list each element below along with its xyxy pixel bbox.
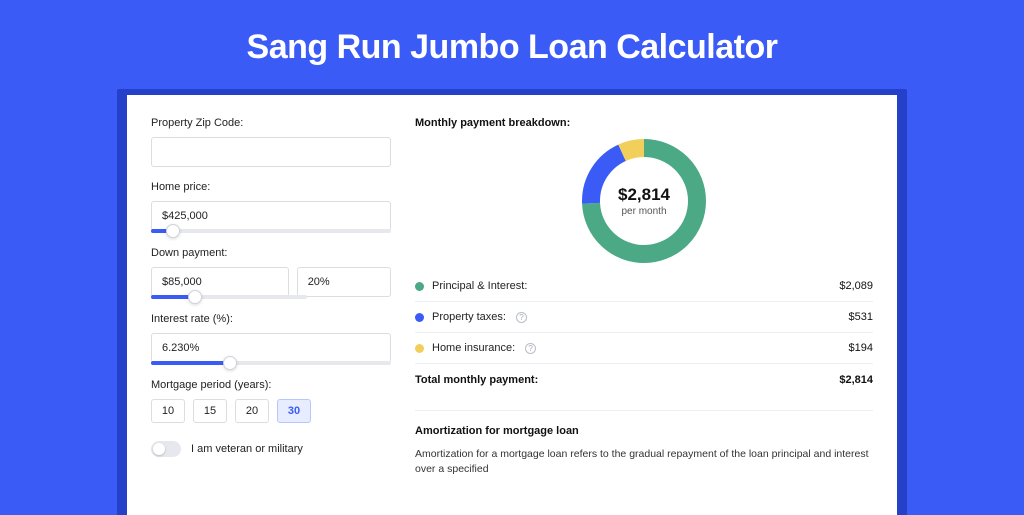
legend-value: $2,089 (839, 280, 873, 292)
interest-rate-field: Interest rate (%): (151, 313, 391, 365)
amortization-title: Amortization for mortgage loan (415, 425, 873, 437)
legend: Principal & Interest: $2,089 Property taxe… (415, 271, 873, 363)
donut-wrap: $2,814 per month (415, 133, 873, 271)
amortization-section: Amortization for mortgage loan Amortizat… (415, 410, 873, 477)
page-title: Sang Run Jumbo Loan Calculator (0, 28, 1024, 67)
mortgage-period-options: 10 15 20 30 (151, 399, 391, 423)
breakdown-column: Monthly payment breakdown: $2,814 per mo… (415, 117, 873, 515)
legend-dot (415, 282, 424, 291)
veteran-label: I am veteran or military (191, 443, 303, 455)
veteran-row: I am veteran or military (151, 441, 391, 457)
legend-label: Principal & Interest: (432, 280, 527, 292)
mortgage-period-label: Mortgage period (years): (151, 379, 391, 391)
legend-label: Property taxes: (432, 311, 506, 323)
interest-rate-label: Interest rate (%): (151, 313, 391, 325)
calculator-panel: Property Zip Code: Home price: Down paym… (127, 95, 897, 515)
zip-input[interactable] (151, 137, 391, 167)
donut-sub: per month (621, 206, 666, 217)
legend-value: $194 (849, 342, 873, 354)
mortgage-period-field: Mortgage period (years): 10 15 20 30 (151, 379, 391, 423)
down-payment-amount-input[interactable] (151, 267, 289, 297)
donut-amount: $2,814 (618, 185, 670, 205)
total-label: Total monthly payment: (415, 374, 538, 386)
home-price-label: Home price: (151, 181, 391, 193)
form-column: Property Zip Code: Home price: Down paym… (151, 117, 391, 515)
interest-rate-input[interactable] (151, 333, 391, 363)
interest-rate-slider[interactable] (151, 361, 391, 365)
home-price-slider[interactable] (151, 229, 391, 233)
donut-chart: $2,814 per month (582, 139, 706, 263)
home-price-input[interactable] (151, 201, 391, 231)
zip-label: Property Zip Code: (151, 117, 391, 129)
amortization-text: Amortization for a mortgage loan refers … (415, 447, 873, 477)
legend-row: Home insurance:? $194 (415, 332, 873, 363)
info-icon[interactable]: ? (516, 312, 527, 323)
down-payment-slider[interactable] (151, 295, 307, 299)
veteran-toggle[interactable] (151, 441, 181, 457)
legend-row: Property taxes:? $531 (415, 301, 873, 332)
panel-shadow: Property Zip Code: Home price: Down paym… (117, 89, 907, 515)
legend-value: $531 (849, 311, 873, 323)
info-icon[interactable]: ? (525, 343, 536, 354)
down-payment-field: Down payment: (151, 247, 391, 299)
period-button-30[interactable]: 30 (277, 399, 311, 423)
period-button-20[interactable]: 20 (235, 399, 269, 423)
legend-dot (415, 313, 424, 322)
zip-field: Property Zip Code: (151, 117, 391, 167)
home-price-field: Home price: (151, 181, 391, 233)
breakdown-title: Monthly payment breakdown: (415, 117, 873, 129)
period-button-10[interactable]: 10 (151, 399, 185, 423)
legend-dot (415, 344, 424, 353)
total-value: $2,814 (839, 374, 873, 386)
legend-label: Home insurance: (432, 342, 515, 354)
period-button-15[interactable]: 15 (193, 399, 227, 423)
total-row: Total monthly payment: $2,814 (415, 363, 873, 396)
down-payment-percent-input[interactable] (297, 267, 391, 297)
down-payment-label: Down payment: (151, 247, 391, 259)
legend-row: Principal & Interest: $2,089 (415, 271, 873, 301)
